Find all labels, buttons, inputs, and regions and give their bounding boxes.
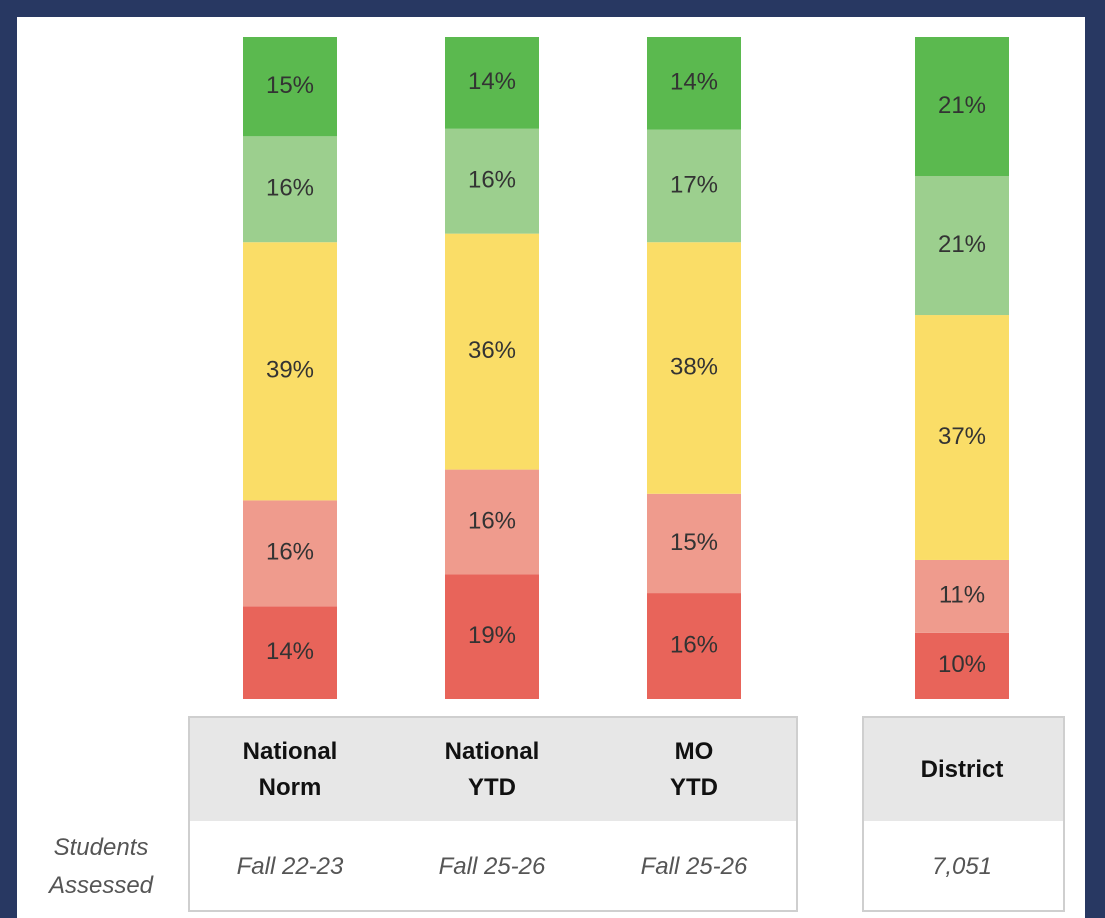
data-label: 17%: [670, 171, 718, 198]
bar-segment: [243, 37, 337, 137]
data-label: 19%: [468, 622, 516, 649]
data-label: 14%: [468, 68, 516, 95]
data-label: 38%: [670, 353, 718, 380]
data-label: 16%: [266, 539, 314, 566]
data-label: 10%: [938, 651, 986, 678]
category-label: District: [920, 756, 1004, 783]
data-label: 37%: [938, 423, 986, 450]
chart: 14% 16% 39% 16% 15% 19% 16% 36% 16% 14% 16% 15% 38% 1…: [243, 37, 1009, 699]
bar-segment: [647, 37, 741, 130]
data-label: 15%: [670, 529, 718, 556]
data-label: 16%: [468, 507, 516, 534]
category-label: National YTD: [444, 738, 540, 801]
data-label: 16%: [266, 175, 314, 202]
bar-segment: [445, 37, 539, 129]
bar-segment: [647, 493, 741, 594]
students-assessed: Fall 22-23: [236, 853, 344, 880]
bar-segment: [243, 242, 337, 501]
data-label: 36%: [468, 337, 516, 364]
bar-segment: [445, 233, 539, 470]
bar-segment: [647, 242, 741, 494]
category-label: MO YTD: [670, 738, 718, 801]
table-header: [190, 718, 796, 821]
bar-segment: [915, 315, 1009, 560]
data-label: 14%: [266, 638, 314, 665]
data-label: 21%: [938, 231, 986, 258]
data-label: 14%: [670, 69, 718, 96]
row-label: Students Assessed: [48, 834, 154, 899]
table-header: [864, 718, 1063, 821]
data-label: 21%: [938, 92, 986, 119]
students-assessed: Fall 25-26: [640, 853, 748, 880]
bar-segment: [647, 593, 741, 699]
data-label: 11%: [939, 582, 985, 609]
bar-segment: [445, 574, 539, 699]
bar-segment: [915, 176, 1009, 316]
bar-segment: [915, 632, 1009, 699]
data-label: 16%: [670, 631, 718, 658]
bar-segment: [243, 606, 337, 699]
bar-segment: [647, 129, 741, 243]
students-assessed: Fall 25-26: [438, 853, 546, 880]
bar-segment: [445, 469, 539, 575]
bar-segment: [915, 37, 1009, 177]
students-assessed: 7,051: [931, 853, 993, 880]
data-label: 39%: [266, 357, 314, 384]
bar-segment: [915, 559, 1009, 633]
bar-segment: [243, 500, 337, 607]
data-label: 16%: [468, 167, 516, 194]
category-label: National Norm: [242, 738, 338, 801]
data-label: 15%: [266, 72, 314, 99]
bar-segment: [243, 136, 337, 243]
panel: Students Assessed 14% 16% 39% 16% 15% 19% 16% 3…: [17, 17, 1085, 918]
bar-segment: [445, 128, 539, 234]
